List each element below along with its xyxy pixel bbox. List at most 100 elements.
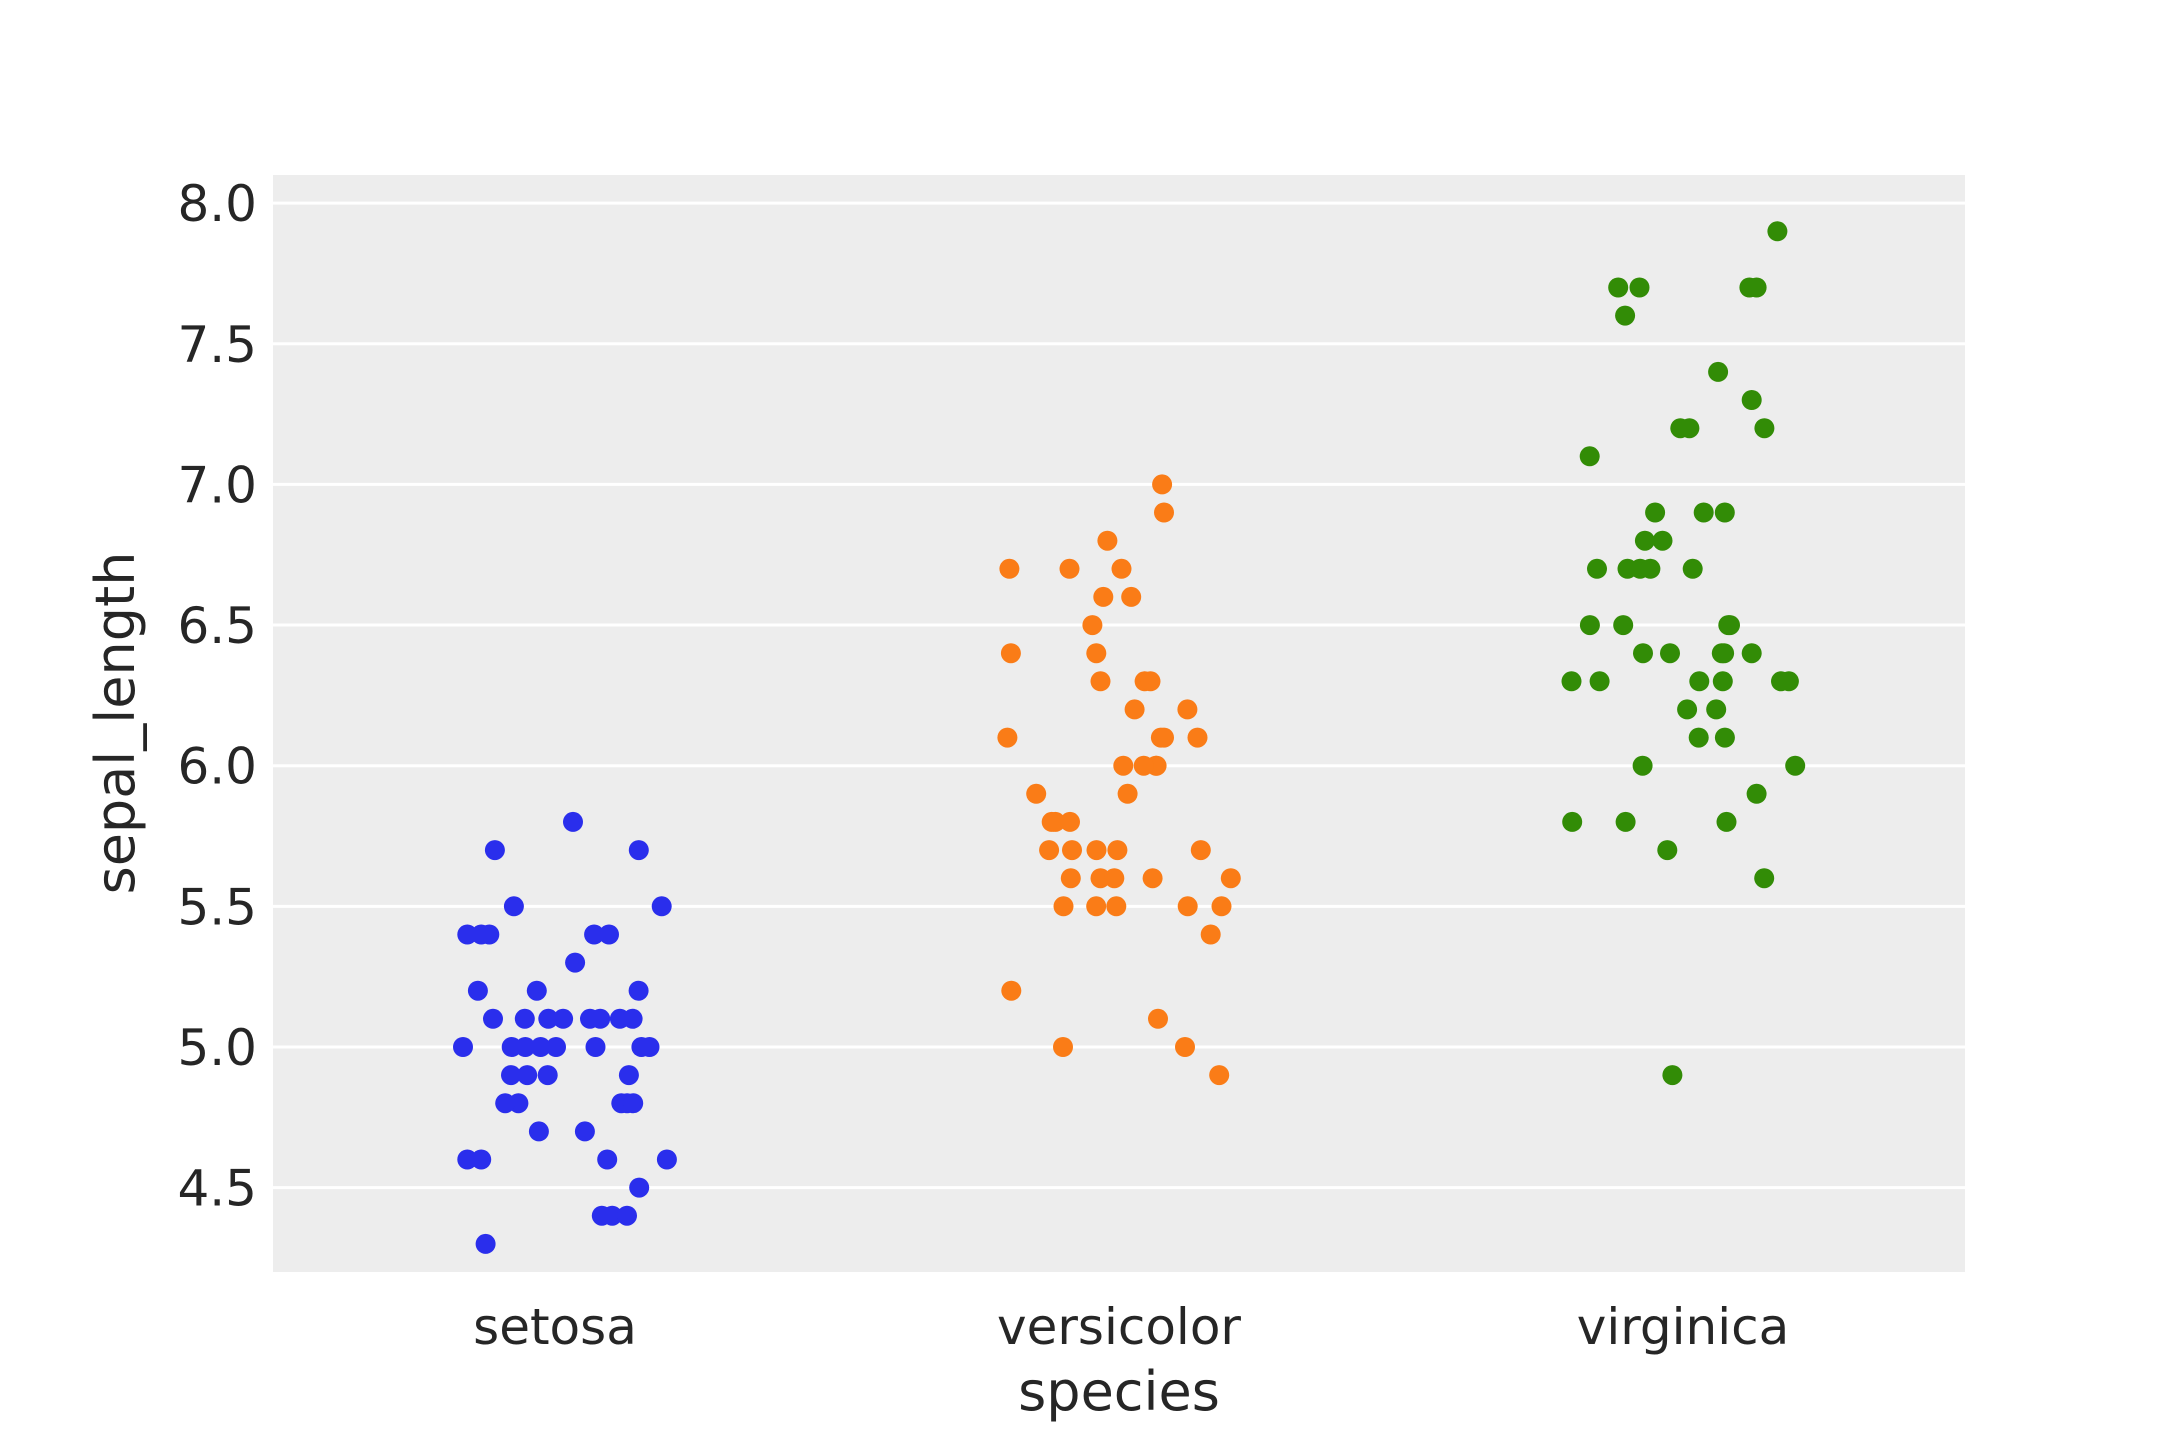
data-point-setosa	[585, 1037, 606, 1057]
data-point-versicolor	[1200, 924, 1221, 945]
data-point-setosa	[471, 924, 492, 945]
data-point-versicolor	[1142, 868, 1163, 889]
y-tick-label: 8.0	[177, 175, 257, 233]
data-point-versicolor	[997, 727, 1018, 748]
data-point-versicolor	[999, 558, 1020, 579]
data-point-versicolor	[1060, 811, 1080, 832]
data-point-versicolor	[1121, 586, 1142, 607]
data-point-virginica	[1645, 502, 1666, 523]
data-point-versicolor	[1026, 783, 1047, 804]
data-point-versicolor	[1082, 615, 1103, 636]
data-point-setosa	[475, 1233, 496, 1254]
data-point-versicolor	[1107, 840, 1128, 861]
data-point-setosa	[590, 1008, 611, 1029]
data-point-versicolor	[1090, 671, 1111, 692]
data-point-setosa	[526, 980, 547, 1001]
data-point-setosa	[656, 1149, 677, 1170]
data-point-virginica	[1561, 671, 1582, 692]
data-point-setosa	[484, 840, 505, 861]
data-point-setosa	[453, 1037, 473, 1057]
data-point-versicolor	[1220, 868, 1241, 889]
data-point-setosa	[553, 1008, 574, 1029]
data-point-virginica	[1633, 643, 1653, 664]
data-point-versicolor	[1187, 727, 1208, 748]
data-point-setosa	[538, 1008, 559, 1029]
data-point-virginica	[1714, 502, 1735, 523]
data-point-virginica	[1741, 643, 1762, 664]
data-point-setosa	[622, 1008, 643, 1029]
data-point-versicolor	[1148, 1008, 1168, 1029]
data-point-versicolor	[1093, 586, 1114, 607]
data-point-versicolor	[1053, 896, 1074, 917]
data-point-virginica	[1652, 530, 1673, 551]
data-point-versicolor	[1090, 868, 1111, 889]
data-point-virginica	[1660, 643, 1680, 664]
data-point-virginica	[1657, 840, 1678, 861]
data-point-versicolor	[1111, 558, 1132, 579]
data-point-versicolor	[1140, 671, 1161, 692]
data-point-setosa	[501, 1065, 521, 1086]
data-point-versicolor	[1001, 980, 1022, 1001]
data-point-versicolor	[1000, 643, 1021, 664]
y-tick-labels: 4.5 5.0 5.5 6.0 6.5 7.0 7.5 8.0	[177, 175, 257, 1217]
data-points	[453, 221, 1806, 1254]
data-point-virginica	[1682, 558, 1703, 579]
data-point-versicolor	[1039, 840, 1060, 861]
data-point-virginica	[1589, 671, 1610, 692]
data-point-versicolor	[1059, 558, 1080, 579]
plot-background	[273, 175, 1965, 1272]
data-point-virginica	[1714, 727, 1735, 748]
data-point-versicolor	[1150, 727, 1171, 748]
data-point-virginica	[1579, 446, 1600, 467]
data-point-setosa	[618, 1065, 639, 1086]
data-point-versicolor	[1117, 783, 1138, 804]
data-point-setosa	[471, 1149, 492, 1170]
data-point-setosa	[563, 811, 583, 832]
data-point-virginica	[1712, 671, 1733, 692]
data-point-setosa	[457, 1149, 478, 1170]
data-point-virginica	[1718, 615, 1739, 636]
y-tick-label: 7.0	[177, 456, 257, 514]
data-point-setosa	[639, 1037, 660, 1057]
data-point-setosa	[501, 1037, 522, 1057]
data-point-setosa	[546, 1037, 566, 1057]
data-point-virginica	[1677, 699, 1698, 720]
data-point-virginica	[1562, 811, 1583, 832]
data-point-virginica	[1634, 530, 1655, 551]
data-point-virginica	[1587, 558, 1607, 579]
data-point-versicolor	[1177, 699, 1198, 720]
data-point-setosa	[503, 896, 524, 917]
data-point-setosa	[629, 1177, 650, 1198]
data-point-versicolor	[1060, 868, 1081, 889]
data-point-versicolor	[1113, 755, 1134, 776]
data-point-versicolor	[1133, 755, 1154, 776]
data-point-virginica	[1608, 277, 1629, 298]
data-point-virginica	[1741, 390, 1762, 410]
data-point-versicolor	[1154, 502, 1174, 523]
data-point-virginica	[1613, 615, 1634, 636]
data-point-virginica	[1629, 277, 1650, 298]
data-point-versicolor	[1104, 868, 1125, 889]
data-point-versicolor	[1152, 474, 1173, 495]
data-point-setosa	[495, 1093, 516, 1114]
x-tick-labels: setosa versicolor virginica	[473, 1298, 1789, 1356]
y-tick-label: 7.5	[177, 316, 257, 374]
data-point-setosa	[602, 1205, 623, 1226]
x-tick-label: setosa	[473, 1298, 637, 1356]
data-point-setosa	[623, 1093, 644, 1114]
data-point-virginica	[1615, 811, 1636, 832]
data-point-virginica	[1693, 502, 1714, 523]
data-point-setosa	[467, 980, 488, 1001]
data-point-versicolor	[1053, 1037, 1073, 1057]
data-point-setosa	[599, 924, 619, 945]
data-point-versicolor	[1175, 1037, 1195, 1057]
data-point-setosa	[514, 1008, 535, 1029]
y-tick-label: 6.0	[177, 738, 257, 796]
data-point-versicolor	[1209, 1065, 1230, 1086]
x-tick-label: virginica	[1577, 1298, 1790, 1356]
x-tick-label: versicolor	[997, 1298, 1241, 1356]
data-point-virginica	[1778, 671, 1799, 692]
y-axis-label: sepal_length	[84, 552, 147, 895]
data-point-setosa	[628, 840, 649, 861]
data-point-virginica	[1754, 418, 1775, 439]
